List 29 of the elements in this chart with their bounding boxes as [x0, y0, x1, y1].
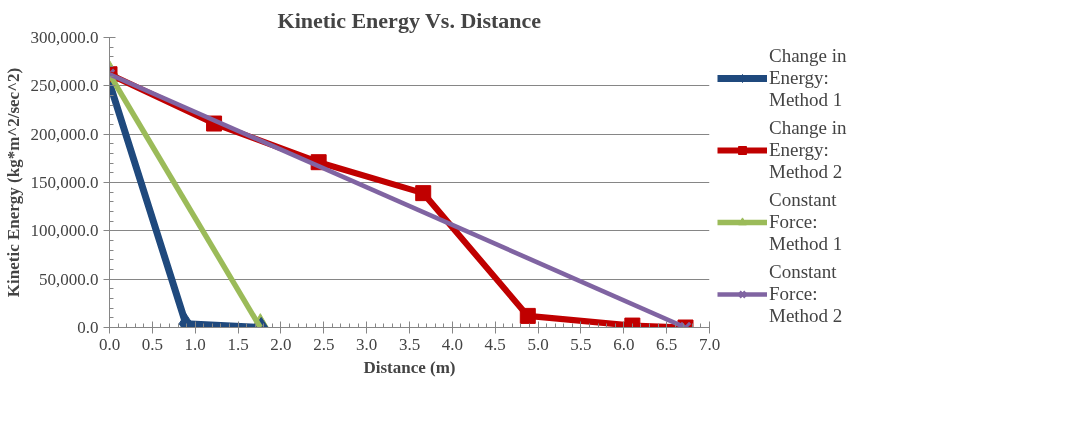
- x-tick-label: 7.0: [698, 334, 721, 354]
- x-tick-label: 0.5: [141, 334, 163, 354]
- x-tick-label: 5.5: [570, 334, 592, 354]
- x-tick-label: 2.0: [270, 334, 292, 354]
- x-tick-label: 1.0: [184, 334, 206, 354]
- x-tick-label: 4.5: [484, 334, 506, 354]
- y-tick-label: 0.0: [77, 318, 99, 337]
- x-tick-label: 5.0: [527, 334, 549, 354]
- legend-label: Change in Energy: Method 1: [769, 45, 847, 111]
- x-tick-label: 1.5: [227, 334, 249, 354]
- legend-label: Constant Force: Method 2: [769, 261, 843, 327]
- y-tick-label: 300,000.0: [30, 28, 99, 47]
- y-tick-label: 50,000.0: [39, 269, 99, 289]
- y-tick-label: 200,000.0: [30, 124, 99, 144]
- chart-title: Kinetic Energy Vs. Distance: [277, 7, 542, 33]
- y-tick-label: 100,000.0: [30, 221, 99, 241]
- x-tick-label: 6.0: [613, 334, 635, 354]
- x-tick-label: 4.0: [441, 334, 463, 354]
- y-axis-title: Kinetic Energy (kg*m^2/sec^2): [3, 67, 23, 298]
- legend-label: Constant Force: Method 1: [769, 189, 843, 255]
- x-tick-label: 2.5: [313, 334, 335, 354]
- x-tick-label: 0.0: [98, 334, 121, 354]
- y-tick-label: 150,000.0: [30, 173, 99, 192]
- x-tick-label: 6.5: [656, 334, 678, 354]
- y-tick-label: 250,000.0: [30, 76, 99, 96]
- x-axis-title: Distance (m): [363, 357, 456, 377]
- legend-label: Change in Energy: Method 2: [769, 117, 847, 183]
- x-tick-label: 3.5: [398, 334, 421, 354]
- x-tick-label: 3.0: [356, 334, 378, 354]
